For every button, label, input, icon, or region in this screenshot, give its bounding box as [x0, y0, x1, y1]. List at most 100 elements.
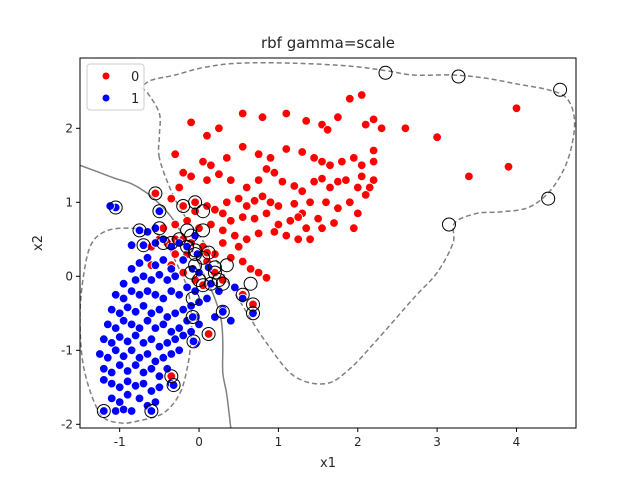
data-point-class-0 — [206, 219, 216, 230]
data-point-class-1 — [178, 304, 188, 315]
support-vector-ring — [108, 200, 123, 215]
x-axis-ticks: -1 0 1 2 3 4 — [114, 428, 520, 449]
data-point-class-1 — [174, 345, 184, 356]
data-point-class-1 — [134, 290, 145, 300]
data-point-class-0 — [186, 117, 196, 128]
data-point-class-1 — [186, 327, 196, 337]
data-point-class-0 — [301, 223, 311, 233]
y-tick-label: -1 — [61, 343, 73, 357]
data-point-class-0 — [202, 175, 212, 185]
data-point-class-1 — [130, 307, 141, 317]
data-point-class-1 — [170, 334, 180, 344]
data-point-class-0 — [333, 176, 343, 187]
data-point-class-0 — [277, 176, 288, 187]
data-point-class-0 — [206, 160, 216, 171]
chart-title: rbf gamma=scale — [261, 34, 395, 52]
data-point-class-1 — [218, 307, 228, 317]
data-point-class-1 — [170, 308, 180, 319]
data-point-class-1 — [146, 364, 157, 374]
data-point-class-1 — [130, 381, 141, 391]
data-point-class-1 — [194, 267, 204, 278]
support-vector-ring — [553, 82, 568, 97]
data-point-class-0 — [253, 175, 264, 185]
support-vector-ring — [136, 238, 151, 253]
data-point-class-1 — [134, 353, 145, 363]
support-vector-ring — [164, 369, 179, 384]
data-point-class-0 — [241, 182, 252, 193]
data-point-class-0 — [230, 230, 240, 241]
x-tick-label: 3 — [433, 435, 441, 449]
data-point-class-0 — [198, 156, 208, 167]
legend-label-1: 1 — [131, 92, 139, 107]
data-point-class-1 — [146, 334, 157, 344]
data-point-class-1 — [154, 206, 165, 216]
data-point-class-1 — [150, 238, 161, 248]
support-vector-ring — [246, 306, 260, 321]
data-point-class-0 — [202, 130, 212, 141]
data-point-class-1 — [162, 275, 173, 285]
data-point-class-0 — [249, 213, 260, 224]
data-point-class-0 — [170, 149, 180, 159]
x-axis-label: x1 — [320, 456, 336, 471]
data-point-class-0 — [325, 160, 335, 171]
data-point-class-0 — [253, 149, 264, 159]
data-point-class-0 — [218, 225, 228, 236]
data-point-class-0 — [368, 145, 379, 156]
data-point-class-0 — [182, 216, 192, 226]
support-vector-ring — [188, 195, 203, 210]
data-point-class-1 — [105, 201, 115, 211]
data-point-class-1 — [187, 312, 198, 322]
data-point-class-0 — [226, 175, 236, 185]
y-tick-label: 2 — [65, 121, 73, 135]
data-point-class-1 — [118, 279, 129, 289]
data-point-class-1 — [126, 345, 137, 356]
data-point-class-1 — [158, 255, 169, 265]
data-point-class-1 — [248, 308, 258, 319]
data-point-class-0 — [265, 197, 276, 208]
data-point-class-1 — [150, 223, 161, 233]
data-point-class-0 — [237, 142, 248, 152]
data-point-class-1 — [138, 338, 149, 348]
data-point-class-1 — [110, 345, 121, 356]
data-point-class-1 — [134, 225, 145, 236]
data-point-class-0 — [289, 199, 300, 209]
support-vector-ring — [144, 404, 159, 418]
data-point-class-0 — [269, 167, 280, 178]
support-vector-ring — [188, 258, 203, 273]
data-point-class-1 — [142, 286, 153, 296]
data-point-class-0 — [233, 241, 244, 252]
data-point-class-0 — [245, 264, 256, 274]
x-tick-label: 2 — [354, 435, 362, 449]
data-point-class-1 — [166, 286, 177, 296]
data-point-class-1 — [106, 393, 117, 404]
support-vector-ring — [246, 297, 260, 312]
data-point-class-1 — [166, 264, 177, 274]
data-point-class-1 — [154, 341, 165, 352]
support-vector-ring — [196, 204, 210, 219]
data-point-class-0 — [313, 213, 323, 224]
support-vector-ring — [196, 250, 210, 265]
data-point-class-1 — [178, 330, 188, 341]
support-vector-ring — [207, 265, 222, 280]
data-point-class-1 — [202, 293, 212, 304]
data-point-class-1 — [154, 371, 165, 381]
data-point-class-1 — [170, 271, 180, 282]
support-vector-ring — [166, 378, 181, 393]
data-point-class-0 — [349, 153, 359, 163]
support-vector-ring — [219, 258, 234, 273]
data-point-class-1 — [154, 382, 165, 393]
data-point-class-1 — [158, 293, 169, 304]
data-point-class-0 — [293, 234, 303, 245]
data-point-class-0 — [293, 212, 303, 222]
support-vector-ring — [215, 276, 230, 291]
data-point-class-0 — [269, 227, 280, 237]
x-tick-label: 1 — [275, 435, 283, 449]
data-point-class-1 — [142, 349, 153, 359]
data-point-class-0 — [376, 123, 387, 134]
data-point-class-1 — [99, 406, 109, 416]
support-vector-ring — [184, 265, 199, 280]
data-point-class-0 — [241, 234, 252, 245]
data-point-class-0 — [214, 123, 224, 134]
data-point-class-0 — [317, 156, 327, 167]
data-point-class-1 — [182, 282, 192, 293]
